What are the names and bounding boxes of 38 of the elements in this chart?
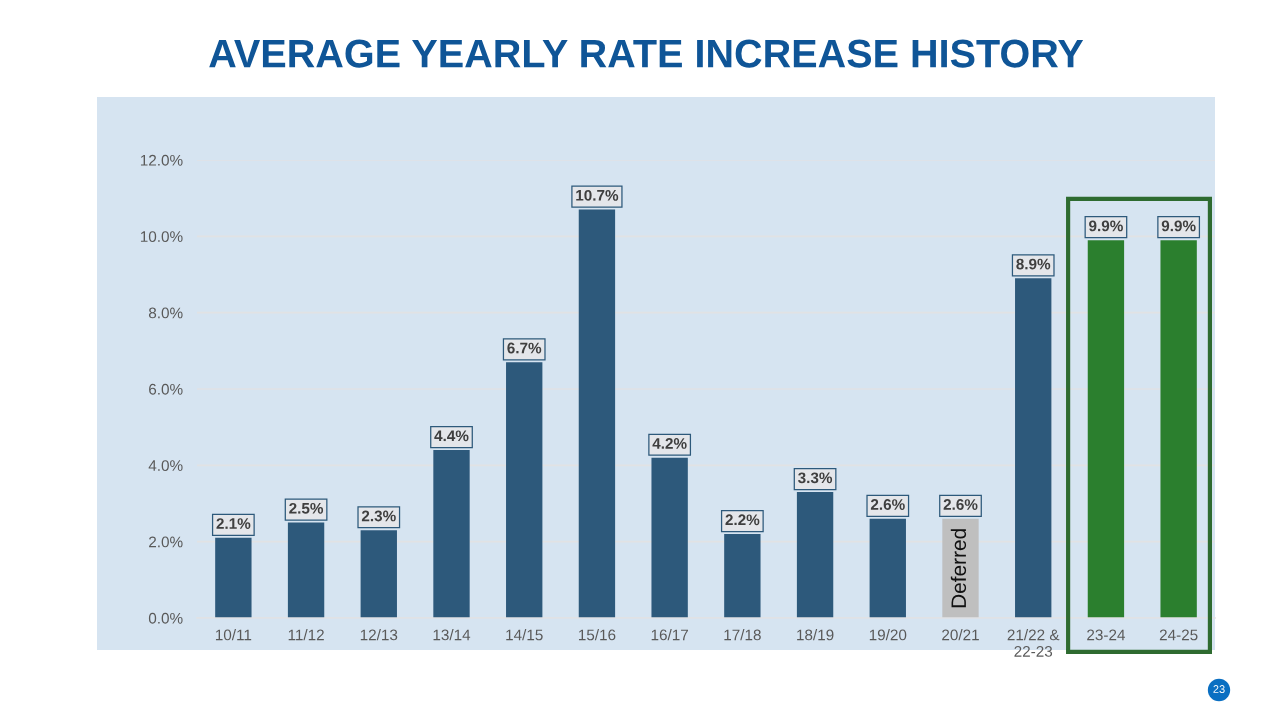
x-tick-label: 19/20: [869, 629, 907, 641]
y-tick-label: 4.0%: [148, 460, 183, 472]
data-label: 8.9%: [1016, 258, 1051, 270]
x-tick-label: 12/13: [360, 629, 398, 641]
data-label: 2.3%: [361, 510, 396, 522]
x-tick-label: 24-25: [1159, 629, 1198, 641]
x-tick-label: 14/15: [506, 629, 543, 641]
data-label: 4.4%: [434, 430, 469, 442]
x-tick-label: 10/11: [215, 629, 252, 641]
x-tick-label: 16/17: [651, 629, 688, 641]
chart-title: AVERAGE YEARLY RATE INCREASE HISTORY: [209, 39, 1084, 68]
x-tick-label: 17/18: [724, 629, 761, 641]
data-label: 9.9%: [1089, 220, 1123, 232]
y-tick-label: 12.0%: [140, 154, 183, 166]
x-tick-label: 21/22 & 22-23: [1007, 629, 1060, 657]
x-tick-label: 13/14: [433, 629, 471, 641]
text: 23: [1213, 685, 1225, 693]
y-tick-label: 8.0%: [148, 307, 183, 319]
data-label: 2.6%: [943, 499, 978, 510]
y-tick-label: 6.0%: [149, 383, 183, 395]
data-label: 4.2%: [652, 438, 687, 449]
x-tick-label: 23-24: [1087, 629, 1126, 641]
data-label: 3.3%: [798, 472, 833, 484]
data-label: 6.7%: [507, 342, 542, 354]
x-tick-label: 20/21: [942, 629, 979, 641]
y-tick-label: 0.0%: [148, 612, 183, 624]
data-label: 10.7%: [576, 189, 619, 201]
y-tick-label: 2.0%: [149, 536, 183, 548]
y-tick-label: 10.0%: [140, 231, 183, 243]
x-tick-label: 15/16: [578, 629, 616, 641]
data-label: 2.5%: [289, 502, 324, 514]
annotation: Deferred: [950, 529, 967, 608]
data-label: 9.9%: [1161, 220, 1196, 232]
data-label: 2.1%: [216, 518, 251, 529]
x-tick-label: 18/19: [797, 629, 834, 641]
data-label: 2.6%: [870, 499, 905, 510]
x-tick-label: 11/12: [288, 629, 324, 641]
data-label: 2.2%: [725, 514, 760, 526]
